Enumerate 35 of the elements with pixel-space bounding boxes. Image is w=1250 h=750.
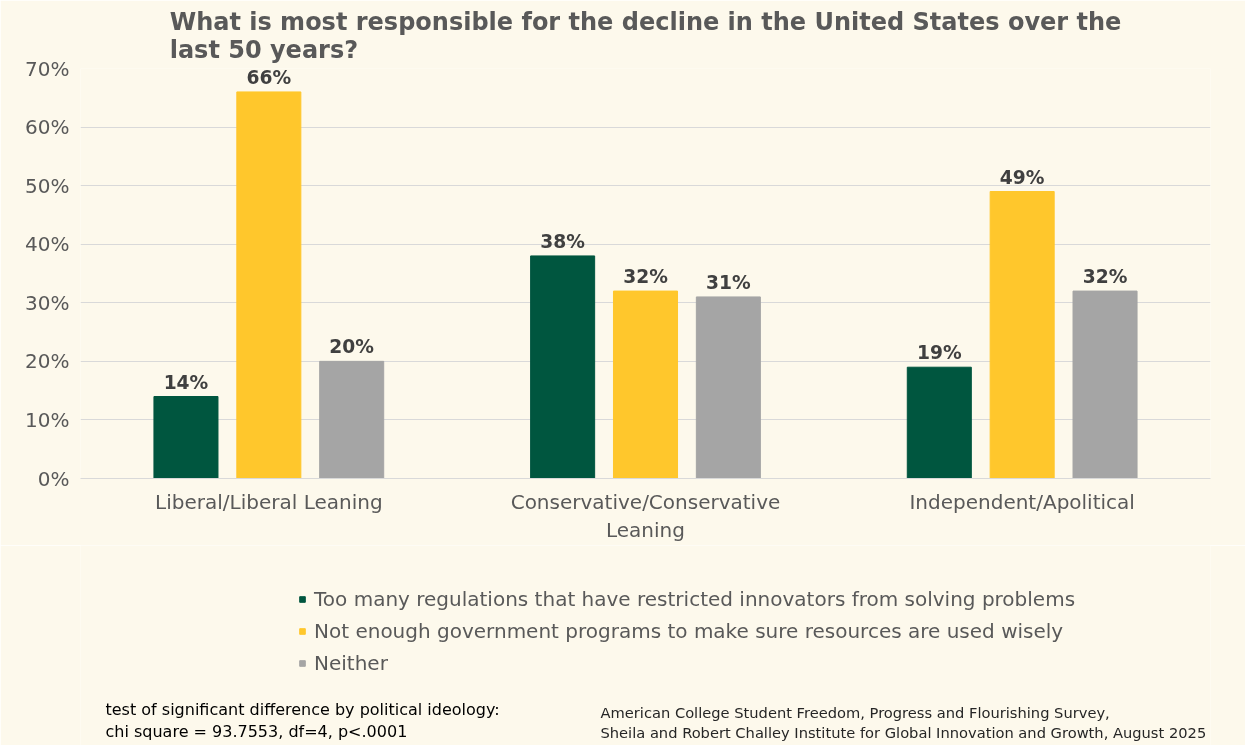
data-label: 31%: [706, 271, 751, 293]
y-tick-label: 20%: [25, 349, 70, 374]
bar: [236, 91, 302, 479]
legend-label: Not enough government programs to make sure resources are used wisely: [314, 619, 1064, 643]
data-label: 14%: [163, 371, 209, 393]
bar: [989, 191, 1055, 479]
bar: [612, 290, 679, 479]
bar: [906, 366, 972, 479]
x-tick-label: Conservative/Conservative Leaning: [510, 489, 781, 543]
data-label: 38%: [540, 230, 586, 252]
text: American College Student Freedom, Progress and Flourishing Survey, Sheila and Robert Challey Institute for Global Innovation and Growth, August 2025: [600, 704, 1207, 742]
data-label: 49%: [999, 166, 1045, 188]
legend-label: Neither: [314, 651, 388, 675]
data-label: 20%: [329, 336, 375, 358]
data-label: 32%: [1082, 266, 1128, 288]
y-tick-label: 40%: [25, 232, 70, 257]
bar: [530, 255, 596, 479]
bar: [1072, 290, 1138, 479]
data-label: 19%: [916, 342, 962, 364]
bar: [319, 360, 385, 479]
y-tick-label: 0%: [37, 466, 70, 491]
data-label: 32%: [623, 266, 669, 288]
y-tick-label: 50%: [25, 173, 70, 198]
legend-label: Too many regulations that have restricted innovators from solving problems: [314, 587, 1076, 611]
bar: [153, 396, 219, 479]
y-tick-label: 10%: [25, 407, 70, 432]
bar: [695, 296, 761, 479]
data-label: 66%: [246, 66, 292, 88]
chart-title: What is most responsible for the decline in the United States over the last 50 years?: [169, 7, 1122, 64]
x-tick-label: Independent/Apolitical: [909, 489, 1135, 514]
y-tick-label: 60%: [25, 115, 70, 140]
y-tick-label: 30%: [25, 290, 70, 315]
x-tick-label: Liberal/Liberal Leaning: [155, 489, 383, 514]
y-tick-label: 70%: [25, 56, 70, 81]
text: test of significant difference by political ideology: chi square = 93.7553, df=4, p<.0001: [105, 699, 500, 742]
